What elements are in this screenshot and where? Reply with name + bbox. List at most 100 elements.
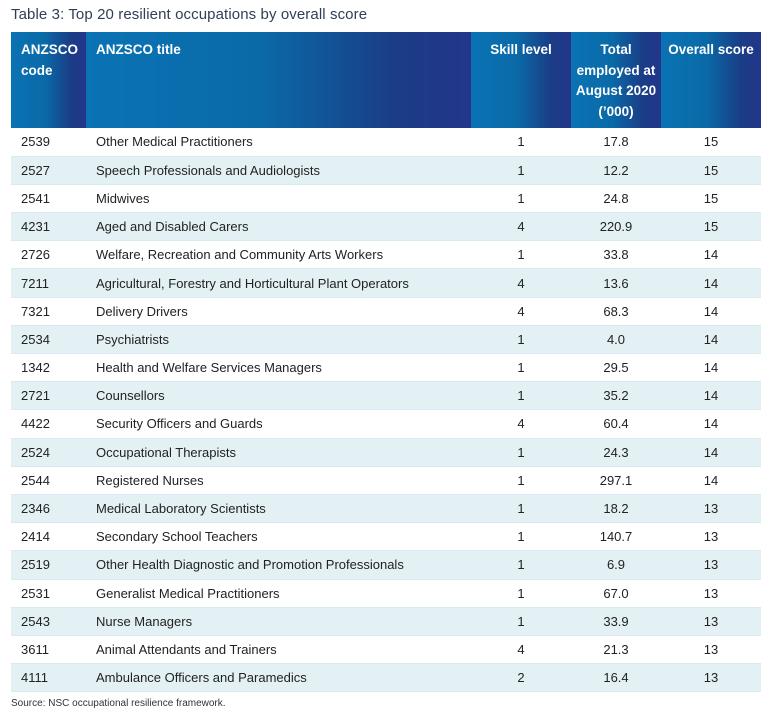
occupations-table: ANZSCO code ANZSCO title Skill level Tot… bbox=[11, 32, 761, 693]
cell-overall-score: 14 bbox=[661, 240, 761, 270]
table-row: 1342 Health and Welfare Services Managers… bbox=[11, 353, 761, 383]
table-row: 4111 Ambulance Officers and Paramedics 2 16… bbox=[11, 663, 761, 693]
table-row: 2721 Counsellors 1 35.2 14 bbox=[11, 381, 761, 411]
cell-total-employed: 4.0 bbox=[571, 325, 661, 355]
cell-overall-score: 13 bbox=[661, 607, 761, 636]
cell-code: 2519 bbox=[11, 550, 86, 580]
cell-title: Secondary School Teachers bbox=[86, 522, 471, 552]
cell-skill-level: 1 bbox=[471, 325, 571, 355]
cell-code: 2539 bbox=[11, 128, 86, 157]
cell-skill-level: 1 bbox=[471, 438, 571, 467]
table-row: 7211 Agricultural, Forestry and Horticult… bbox=[11, 268, 761, 298]
cell-title: Aged and Disabled Carers bbox=[86, 212, 471, 242]
cell-title: Other Health Diagnostic and Promotion Pr… bbox=[86, 550, 471, 580]
cell-skill-level: 1 bbox=[471, 381, 571, 411]
cell-overall-score: 13 bbox=[661, 494, 761, 524]
cell-overall-score: 13 bbox=[661, 550, 761, 580]
cell-total-employed: 140.7 bbox=[571, 522, 661, 552]
table-row: 2346 Medical Laboratory Scientists 1 18.2 13 bbox=[11, 494, 761, 524]
cell-skill-level: 1 bbox=[471, 494, 571, 524]
cell-code: 2531 bbox=[11, 579, 86, 608]
cell-skill-level: 1 bbox=[471, 607, 571, 636]
cell-skill-level: 1 bbox=[471, 184, 571, 214]
cell-total-employed: 24.8 bbox=[571, 184, 661, 214]
cell-title: Speech Professionals and Audiologists bbox=[86, 156, 471, 185]
cell-code: 4422 bbox=[11, 409, 86, 439]
cell-title: Counsellors bbox=[86, 381, 471, 411]
cell-code: 2524 bbox=[11, 438, 86, 467]
cell-skill-level: 4 bbox=[471, 409, 571, 439]
cell-title: Generalist Medical Practitioners bbox=[86, 579, 471, 608]
table-body: 2539 Other Medical Practitioners 1 17.8 15 25… bbox=[11, 128, 761, 693]
cell-title: Occupational Therapists bbox=[86, 438, 471, 467]
cell-code: 7211 bbox=[11, 268, 86, 298]
cell-total-employed: 60.4 bbox=[571, 409, 661, 439]
cell-code: 2541 bbox=[11, 184, 86, 214]
cell-skill-level: 4 bbox=[471, 635, 571, 665]
table-row: 2527 Speech Professionals and Audiologist… bbox=[11, 156, 761, 185]
cell-overall-score: 14 bbox=[661, 381, 761, 411]
cell-code: 2414 bbox=[11, 522, 86, 552]
cell-title: Registered Nurses bbox=[86, 466, 471, 495]
cell-code: 2721 bbox=[11, 381, 86, 411]
cell-total-employed: 18.2 bbox=[571, 494, 661, 524]
cell-code: 2346 bbox=[11, 494, 86, 524]
cell-title: Welfare, Recreation and Community Arts W… bbox=[86, 240, 471, 270]
cell-overall-score: 13 bbox=[661, 635, 761, 665]
source-note: Source: NSC occupational resilience fram… bbox=[11, 698, 226, 709]
cell-title: Medical Laboratory Scientists bbox=[86, 494, 471, 524]
table-row: 2524 Occupational Therapists 1 24.3 14 bbox=[11, 438, 761, 467]
header-total-employed: Total employed at August 2020 (’000) bbox=[571, 32, 661, 128]
table-header-row: ANZSCO code ANZSCO title Skill level Tot… bbox=[11, 32, 761, 128]
cell-total-employed: 220.9 bbox=[571, 212, 661, 242]
cell-skill-level: 4 bbox=[471, 212, 571, 242]
cell-total-employed: 24.3 bbox=[571, 438, 661, 467]
cell-code: 1342 bbox=[11, 353, 86, 383]
header-code: ANZSCO code bbox=[11, 32, 86, 128]
cell-title: Ambulance Officers and Paramedics bbox=[86, 663, 471, 693]
cell-skill-level: 1 bbox=[471, 466, 571, 495]
table-row: 2414 Secondary School Teachers 1 140.7 13 bbox=[11, 522, 761, 552]
cell-title: Psychiatrists bbox=[86, 325, 471, 355]
cell-overall-score: 14 bbox=[661, 409, 761, 439]
cell-skill-level: 4 bbox=[471, 268, 571, 298]
cell-total-employed: 33.9 bbox=[571, 607, 661, 636]
cell-code: 2527 bbox=[11, 156, 86, 185]
cell-overall-score: 13 bbox=[661, 579, 761, 608]
cell-skill-level: 1 bbox=[471, 353, 571, 383]
cell-code: 4231 bbox=[11, 212, 86, 242]
cell-title: Nurse Managers bbox=[86, 607, 471, 636]
cell-total-employed: 17.8 bbox=[571, 128, 661, 157]
cell-overall-score: 15 bbox=[661, 184, 761, 214]
cell-total-employed: 6.9 bbox=[571, 550, 661, 580]
cell-total-employed: 35.2 bbox=[571, 381, 661, 411]
cell-overall-score: 14 bbox=[661, 353, 761, 383]
cell-title: Health and Welfare Services Managers bbox=[86, 353, 471, 383]
table-row: 4231 Aged and Disabled Carers 4 220.9 15 bbox=[11, 212, 761, 242]
cell-total-employed: 68.3 bbox=[571, 297, 661, 326]
table-row: 2544 Registered Nurses 1 297.1 14 bbox=[11, 466, 761, 495]
cell-overall-score: 14 bbox=[661, 325, 761, 355]
cell-skill-level: 1 bbox=[471, 579, 571, 608]
cell-overall-score: 14 bbox=[661, 297, 761, 326]
cell-overall-score: 15 bbox=[661, 156, 761, 185]
table-row: 7321 Delivery Drivers 4 68.3 14 bbox=[11, 297, 761, 326]
cell-code: 4111 bbox=[11, 663, 86, 693]
cell-total-employed: 13.6 bbox=[571, 268, 661, 298]
cell-total-employed: 29.5 bbox=[571, 353, 661, 383]
table-row: 3611 Animal Attendants and Trainers 4 21.3 1… bbox=[11, 635, 761, 665]
header-overall-score: Overall score bbox=[661, 32, 761, 128]
cell-code: 2544 bbox=[11, 466, 86, 495]
cell-title: Other Medical Practitioners bbox=[86, 128, 471, 157]
cell-code: 3611 bbox=[11, 635, 86, 665]
cell-overall-score: 13 bbox=[661, 522, 761, 552]
cell-total-employed: 12.2 bbox=[571, 156, 661, 185]
cell-overall-score: 15 bbox=[661, 128, 761, 157]
cell-title: Animal Attendants and Trainers bbox=[86, 635, 471, 665]
cell-skill-level: 1 bbox=[471, 156, 571, 185]
cell-title: Delivery Drivers bbox=[86, 297, 471, 326]
cell-total-employed: 67.0 bbox=[571, 579, 661, 608]
cell-total-employed: 16.4 bbox=[571, 663, 661, 693]
cell-skill-level: 1 bbox=[471, 550, 571, 580]
cell-overall-score: 13 bbox=[661, 663, 761, 693]
